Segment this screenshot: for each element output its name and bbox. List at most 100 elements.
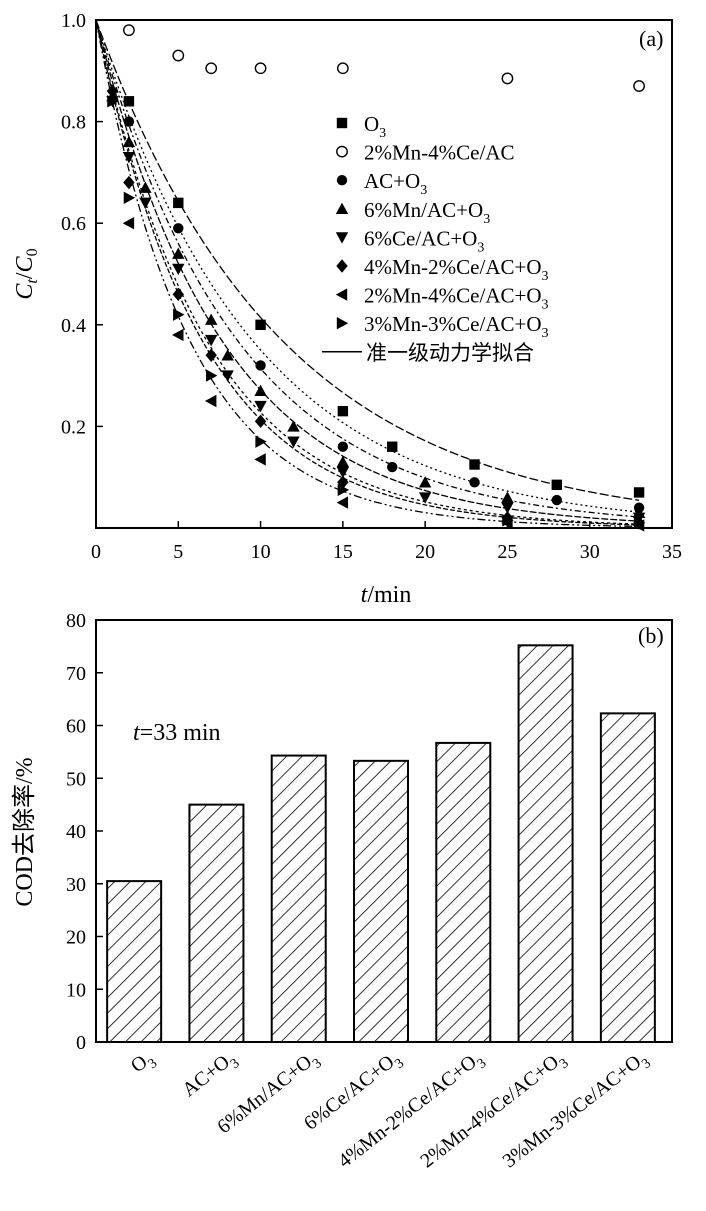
fit-curve-o (95, 19, 640, 501)
data-point-ac-o (551, 494, 562, 506)
legend-label-2-mn-4-ce-ac: 2%Mn-4%Ce/AC (364, 141, 515, 165)
data-point-o (337, 405, 349, 417)
panel-a-x-tick-label: 35 (662, 541, 682, 563)
bar-6-ce-ac-o3 (353, 759, 409, 1044)
data-point-4-mn-2-ce-ac-o (172, 287, 184, 302)
data-point-2-mn-4-ce-ac (123, 24, 135, 37)
panel-b-y-tick-label: 40 (66, 821, 86, 843)
data-point-2-mn-4-ce-ac-o (172, 328, 184, 342)
panel-a-y-tick-label: 1.0 (61, 10, 86, 32)
data-point-3-mn-3-ce-ac-o (107, 95, 119, 108)
panel-a-x-tick-label: 25 (497, 541, 517, 563)
legend-marker-6-mn-ac-o (335, 202, 349, 214)
panel-b-y-tick-label: 0 (76, 1032, 86, 1054)
panel-a-fit-curves (95, 19, 640, 528)
bar-label-2-mn-4-ce-ac-o3: 2%Mn-4%Ce/AC+O3 (416, 1047, 571, 1177)
panel-b-y-tick-label: 20 (66, 927, 86, 949)
data-point-2-mn-4-ce-ac-o (336, 496, 349, 509)
data-point-6-mn-ac-o (221, 349, 234, 361)
panel-b-y-ticks: 0 10 20 30 40 50 60 70 80 (66, 610, 103, 1054)
data-point-6-ce-ac-o (418, 492, 432, 504)
panel-b-y-axis-title: COD去除率/% (11, 757, 38, 906)
panel-b-y-tick-label: 80 (66, 610, 86, 632)
legend-label-6-mn-ac-o: 6%Mn/AC+O3 (364, 198, 490, 227)
data-point-o (633, 487, 645, 498)
bar-label-3-mn-3-ce-ac-o3: 3%Mn-3%Ce/AC+O3 (499, 1047, 654, 1177)
data-point-2-mn-4-ce-ac (172, 49, 185, 62)
data-point-o (255, 319, 266, 330)
legend-label-3-mn-3-ce-ac-o: 3%Mn-3%Ce/AC+O3 (364, 312, 549, 341)
data-point-ac-o (123, 116, 135, 127)
data-point-2-mn-4-ce-ac-o (254, 453, 266, 466)
data-point-6-mn-ac-o (205, 313, 218, 325)
data-point-6-mn-ac-o (501, 491, 514, 503)
bar-label-ac-o3: AC+O3 (178, 1047, 242, 1106)
data-point-2-mn-4-ce-ac-o (205, 394, 217, 408)
data-point-6-mn-ac-o (287, 420, 300, 432)
legend-marker-3-mn-3-ce-ac-o (336, 317, 349, 330)
data-point-6-ce-ac-o (122, 151, 136, 164)
legend-fit-label: 准一级动力学拟合 (366, 341, 534, 365)
panel-a-x-tick-label: 15 (333, 541, 353, 563)
legend-marker-ac-o (336, 175, 348, 186)
data-point-3-mn-3-ce-ac-o (123, 191, 136, 204)
legend-label-4-mn-2-ce-ac-o: 4%Mn-2%Ce/AC+O3 (364, 255, 549, 284)
data-point-2-mn-4-ce-ac (336, 62, 349, 75)
data-point-6-ce-ac-o (221, 370, 234, 382)
data-point-ac-o (173, 223, 184, 234)
data-point-ac-o (337, 441, 349, 452)
data-point-4-mn-2-ce-ac-o (205, 348, 217, 362)
bar-2-mn-4-ce-ac-o3 (517, 644, 574, 1043)
panel-a-x-tick-label: 30 (580, 541, 600, 563)
legend-marker-4-mn-2-ce-ac-o (336, 259, 348, 273)
panel-a-data-points (106, 24, 646, 532)
panel-a-x-tick-label: 10 (251, 541, 271, 563)
fit-curve-3-mn-3-ce-ac-o (95, 19, 640, 526)
legend-label-6-ce-ac-o: 6%Ce/AC+O3 (364, 226, 484, 255)
bar-6-mn-ac-o3 (270, 754, 327, 1043)
data-point-6-ce-ac-o (287, 436, 300, 448)
panel-b-y-tick-label: 50 (66, 768, 86, 790)
data-point-3-mn-3-ce-ac-o (633, 516, 646, 530)
panel-a-y-tick-label: 0.2 (61, 416, 86, 438)
panel-a-y-ticks: 0.2 0.4 0.6 0.8 1.0 (61, 10, 103, 438)
legend-marker-o (336, 117, 348, 129)
data-point-o (551, 479, 562, 491)
panel-b-category-labels: O3 AC+O36%Mn/AC+O36%Ce/AC+O34%Mn-2%Ce/AC+… (127, 1047, 654, 1177)
data-point-6-ce-ac-o (501, 502, 514, 514)
data-point-o (173, 197, 184, 209)
data-point-4-mn-2-ce-ac-o (106, 84, 119, 98)
legend-label-o: O3 (364, 112, 386, 141)
panel-a-x-tick-label: 0 (91, 541, 101, 563)
data-point-2-mn-4-ce-ac (501, 72, 514, 85)
data-point-ac-o (387, 461, 398, 473)
data-point-4-mn-2-ce-ac-o (123, 175, 135, 190)
data-point-2-mn-4-ce-ac (633, 80, 645, 92)
panel-a-x-tick-label: 5 (173, 541, 183, 563)
data-point-6-mn-ac-o (139, 181, 152, 193)
fit-curve-2-mn-4-ce-ac-o (95, 19, 640, 528)
bar-o3 (106, 880, 163, 1043)
fit-curve-6-ce-ac-o (95, 19, 640, 522)
panel-b-label: (b) (638, 623, 664, 648)
data-point-2-mn-4-ce-ac (205, 62, 218, 75)
bar-4-mn-2-ce-ac-o3 (435, 741, 492, 1043)
data-point-6-mn-ac-o (336, 455, 350, 468)
data-point-o (387, 441, 398, 452)
data-point-6-mn-ac-o (122, 135, 136, 148)
legend-label-ac-o: AC+O3 (364, 169, 427, 198)
data-point-3-mn-3-ce-ac-o (173, 308, 185, 321)
panel-b-y-tick-label: 70 (66, 663, 86, 685)
data-point-6-mn-ac-o (418, 476, 432, 488)
bar-3-mn-3-ce-ac-o3 (599, 712, 656, 1043)
data-point-o (123, 96, 135, 107)
panel-a-x-tick-label: 20 (415, 541, 435, 563)
data-point-6-mn-ac-o (172, 247, 185, 259)
panel-a-kinetics-chart: 0 5 10 15 20 25 30 35 0.2 0.4 0.6 0.8 1.0 (a) t/min… (12, 10, 682, 608)
data-point-3-mn-3-ce-ac-o (206, 369, 218, 382)
data-point-3-mn-3-ce-ac-o (502, 514, 514, 527)
panel-b-y-tick-label: 60 (66, 716, 86, 738)
panel-a-x-ticks: 0 5 10 15 20 25 30 35 (91, 521, 682, 563)
